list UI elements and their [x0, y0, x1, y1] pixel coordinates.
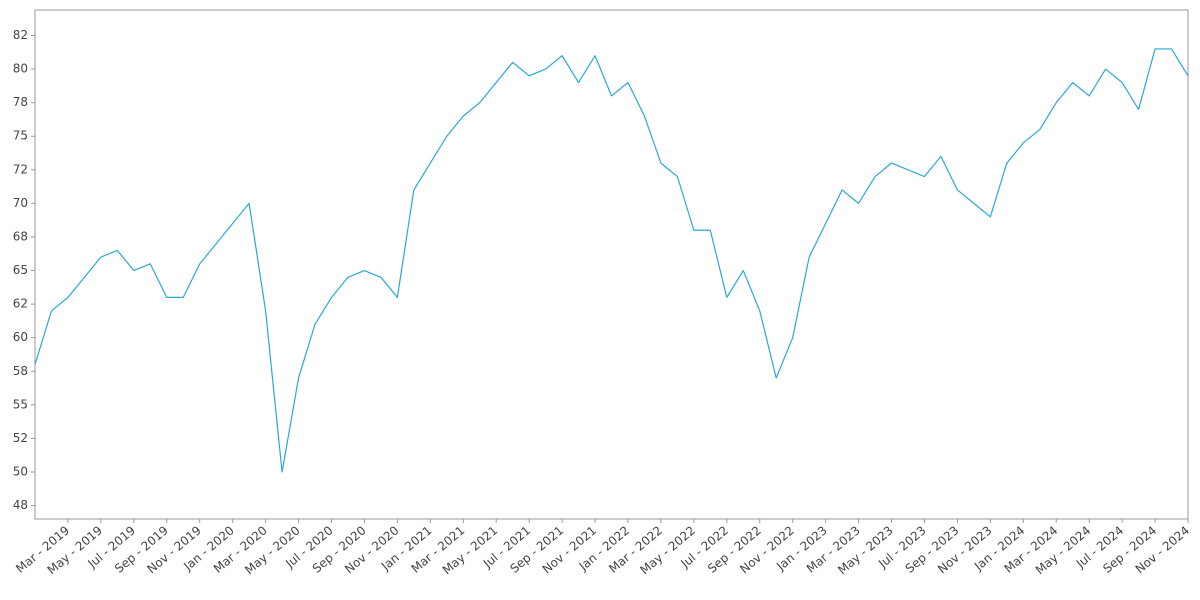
y-tick-label: 78: [13, 95, 28, 109]
y-tick-label: 68: [13, 229, 28, 243]
y-tick-label: 58: [13, 364, 28, 378]
plot-frame: [34, 9, 1189, 520]
y-tick-label: 52: [13, 431, 28, 445]
y-tick-label: 48: [13, 498, 28, 512]
y-tick-label: 65: [13, 263, 28, 277]
y-tick-label: 80: [13, 62, 28, 76]
y-tick-label: 70: [13, 196, 28, 210]
y-tick-label: 50: [13, 464, 28, 478]
y-tick-label: 60: [13, 330, 28, 344]
y-tick-label: 55: [13, 397, 28, 411]
y-tick-label: 72: [13, 162, 28, 176]
y-tick-label: 82: [13, 28, 28, 42]
y-tick-label: 75: [13, 129, 28, 143]
y-tick-label: 62: [13, 297, 28, 311]
series-line: [34, 48, 1189, 473]
